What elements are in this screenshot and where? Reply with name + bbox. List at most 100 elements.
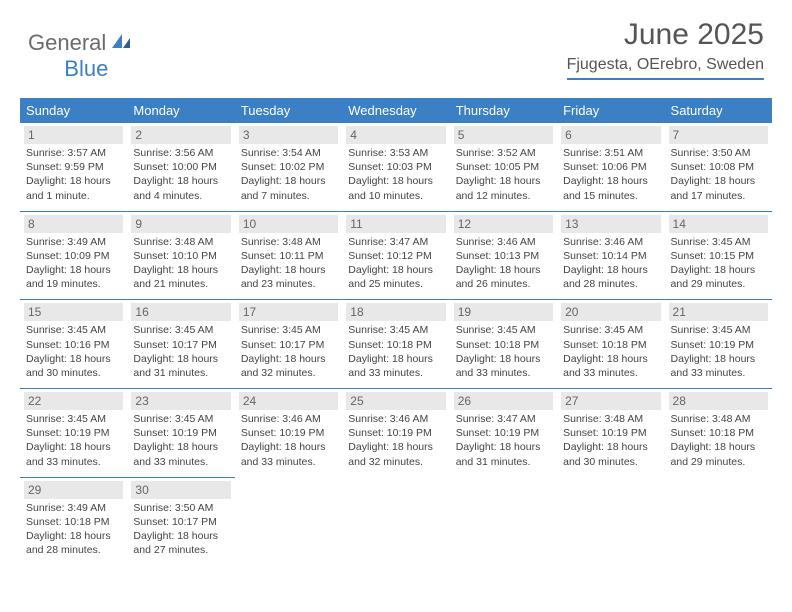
- day-info: Sunrise: 3:45 AMSunset: 10:17 PMDaylight…: [239, 323, 338, 380]
- calendar-cell: [450, 477, 557, 565]
- day-number: 2: [131, 126, 230, 144]
- day-number: 5: [454, 126, 553, 144]
- day-info: Sunrise: 3:52 AMSunset: 10:05 PMDaylight…: [454, 146, 553, 203]
- calendar-cell: 16 Sunrise: 3:45 AMSunset: 10:17 PMDaylig…: [127, 300, 234, 389]
- day-info: Sunrise: 3:48 AMSunset: 10:10 PMDaylight…: [131, 235, 230, 292]
- day-info: Sunrise: 3:45 AMSunset: 10:19 PMDaylight…: [669, 323, 768, 380]
- day-info: Sunrise: 3:45 AMSunset: 10:15 PMDaylight…: [669, 235, 768, 292]
- calendar-cell: 23Sunrise: 3:45 AMSunset: 10:19 PMDaylig…: [127, 389, 234, 478]
- day-number: 11: [346, 215, 445, 233]
- logo: General Blue: [28, 18, 108, 68]
- day-number: 24: [239, 392, 338, 410]
- calendar-cell: 12Sunrise: 3:46 AMSunset: 10:13 PMDaylig…: [450, 211, 557, 300]
- day-info: Sunrise: 3:45 AMSunset: 10:19 PMDaylight…: [24, 412, 123, 469]
- calendar-cell: 30 Sunrise: 3:50 AMSunset: 10:17 PMDaylig…: [127, 477, 234, 565]
- calendar-row: 29 Sunrise: 3:49 AMSunset: 10:18 PMDaylig…: [20, 477, 772, 565]
- day-number: 9: [131, 215, 230, 233]
- weekday-header: Saturday: [665, 98, 772, 123]
- day-info: Sunrise: 3:46 AMSunset: 10:19 PMDaylight…: [239, 412, 338, 469]
- day-number: 4: [346, 126, 445, 144]
- day-info: Sunrise: 3:45 AMSunset: 10:17 PMDaylight…: [131, 323, 230, 380]
- calendar-cell: 21 Sunrise: 3:45 AMSunset: 10:19 PMDaylig…: [665, 300, 772, 389]
- day-info: Sunrise: 3:49 AMSunset: 10:18 PMDaylight…: [24, 501, 123, 558]
- day-number: 30: [131, 481, 230, 499]
- calendar-cell: [557, 477, 664, 565]
- day-info: Sunrise: 3:48 AMSunset: 10:19 PMDaylight…: [561, 412, 660, 469]
- day-info: Sunrise: 3:46 AMSunset: 10:14 PMDaylight…: [561, 235, 660, 292]
- day-info: Sunrise: 3:47 AMSunset: 10:19 PMDaylight…: [454, 412, 553, 469]
- calendar-cell: 4 Sunrise: 3:53 AMSunset: 10:03 PMDayligh…: [342, 123, 449, 211]
- weekday-header: Sunday: [20, 98, 127, 123]
- day-number: 28: [669, 392, 768, 410]
- day-number: 18: [346, 303, 445, 321]
- calendar-cell: 17 Sunrise: 3:45 AMSunset: 10:17 PMDaylig…: [235, 300, 342, 389]
- day-info: Sunrise: 3:50 AMSunset: 10:08 PMDaylight…: [669, 146, 768, 203]
- calendar-cell: 5 Sunrise: 3:52 AMSunset: 10:05 PMDayligh…: [450, 123, 557, 211]
- day-number: 29: [24, 481, 123, 499]
- weekday-header: Wednesday: [342, 98, 449, 123]
- header: General Blue June 2025 Fjugesta, OErebro…: [0, 0, 792, 88]
- day-number: 7: [669, 126, 768, 144]
- day-info: Sunrise: 3:51 AMSunset: 10:06 PMDaylight…: [561, 146, 660, 203]
- weekday-header: Monday: [127, 98, 234, 123]
- day-number: 17: [239, 303, 338, 321]
- calendar-cell: 27 Sunrise: 3:48 AMSunset: 10:19 PMDaylig…: [557, 389, 664, 478]
- day-info: Sunrise: 3:48 AMSunset: 10:18 PMDaylight…: [669, 412, 768, 469]
- calendar-cell: 8Sunrise: 3:49 AMSunset: 10:09 PMDayligh…: [20, 211, 127, 300]
- day-number: 14: [669, 215, 768, 233]
- calendar-cell: 20Sunrise: 3:45 AMSunset: 10:18 PMDaylig…: [557, 300, 664, 389]
- calendar-cell: [235, 477, 342, 565]
- weekday-header: Friday: [557, 98, 664, 123]
- day-number: 12: [454, 215, 553, 233]
- day-info: Sunrise: 3:57 AMSunset: 9:59 PMDaylight:…: [24, 146, 123, 203]
- logo-text-blue: Blue: [64, 56, 108, 82]
- day-info: Sunrise: 3:54 AMSunset: 10:02 PMDaylight…: [239, 146, 338, 203]
- day-number: 23: [131, 392, 230, 410]
- calendar-cell: [342, 477, 449, 565]
- day-number: 15: [24, 303, 123, 321]
- day-info: Sunrise: 3:50 AMSunset: 10:17 PMDaylight…: [131, 501, 230, 558]
- calendar-cell: 7 Sunrise: 3:50 AMSunset: 10:08 PMDayligh…: [665, 123, 772, 211]
- calendar-table: Sunday Monday Tuesday Wednesday Thursday…: [20, 98, 772, 565]
- calendar-cell: 15Sunrise: 3:45 AMSunset: 10:16 PMDaylig…: [20, 300, 127, 389]
- day-number: 13: [561, 215, 660, 233]
- day-number: 19: [454, 303, 553, 321]
- calendar-cell: 28 Sunrise: 3:48 AMSunset: 10:18 PMDaylig…: [665, 389, 772, 478]
- calendar-cell: 3 Sunrise: 3:54 AMSunset: 10:02 PMDayligh…: [235, 123, 342, 211]
- weekday-header: Thursday: [450, 98, 557, 123]
- calendar-cell: 2Sunrise: 3:56 AMSunset: 10:00 PMDayligh…: [127, 123, 234, 211]
- day-info: Sunrise: 3:45 AMSunset: 10:18 PMDaylight…: [454, 323, 553, 380]
- calendar-cell: 24 Sunrise: 3:46 AMSunset: 10:19 PMDaylig…: [235, 389, 342, 478]
- calendar-cell: 10Sunrise: 3:48 AMSunset: 10:11 PMDaylig…: [235, 211, 342, 300]
- weekday-header: Tuesday: [235, 98, 342, 123]
- day-number: 27: [561, 392, 660, 410]
- day-number: 21: [669, 303, 768, 321]
- logo-sail-icon: [110, 32, 132, 55]
- day-number: 16: [131, 303, 230, 321]
- day-number: 26: [454, 392, 553, 410]
- calendar-cell: 25 Sunrise: 3:46 AMSunset: 10:19 PMDaylig…: [342, 389, 449, 478]
- calendar-cell: 11 Sunrise: 3:47 AMSunset: 10:12 PMDaylig…: [342, 211, 449, 300]
- day-info: Sunrise: 3:46 AMSunset: 10:19 PMDaylight…: [346, 412, 445, 469]
- logo-text-general: General: [28, 30, 106, 56]
- calendar-row: 15Sunrise: 3:45 AMSunset: 10:16 PMDaylig…: [20, 300, 772, 389]
- day-number: 25: [346, 392, 445, 410]
- day-info: Sunrise: 3:47 AMSunset: 10:12 PMDaylight…: [346, 235, 445, 292]
- calendar-cell: 22 Sunrise: 3:45 AMSunset: 10:19 PMDaylig…: [20, 389, 127, 478]
- location-label: Fjugesta, OErebro, Sweden: [567, 56, 764, 80]
- calendar-cell: 6Sunrise: 3:51 AMSunset: 10:06 PMDayligh…: [557, 123, 664, 211]
- calendar-cell: 18Sunrise: 3:45 AMSunset: 10:18 PMDaylig…: [342, 300, 449, 389]
- calendar-cell: 19 Sunrise: 3:45 AMSunset: 10:18 PMDaylig…: [450, 300, 557, 389]
- day-number: 1: [24, 126, 123, 144]
- day-number: 20: [561, 303, 660, 321]
- day-info: Sunrise: 3:53 AMSunset: 10:03 PMDaylight…: [346, 146, 445, 203]
- day-number: 8: [24, 215, 123, 233]
- calendar-cell: 14 Sunrise: 3:45 AMSunset: 10:15 PMDaylig…: [665, 211, 772, 300]
- day-number: 22: [24, 392, 123, 410]
- calendar-cell: 1 Sunrise: 3:57 AMSunset: 9:59 PMDaylight…: [20, 123, 127, 211]
- calendar-body: 1 Sunrise: 3:57 AMSunset: 9:59 PMDaylight…: [20, 123, 772, 565]
- calendar-row: 8Sunrise: 3:49 AMSunset: 10:09 PMDayligh…: [20, 211, 772, 300]
- weekday-header-row: Sunday Monday Tuesday Wednesday Thursday…: [20, 98, 772, 123]
- day-number: 3: [239, 126, 338, 144]
- day-number: 10: [239, 215, 338, 233]
